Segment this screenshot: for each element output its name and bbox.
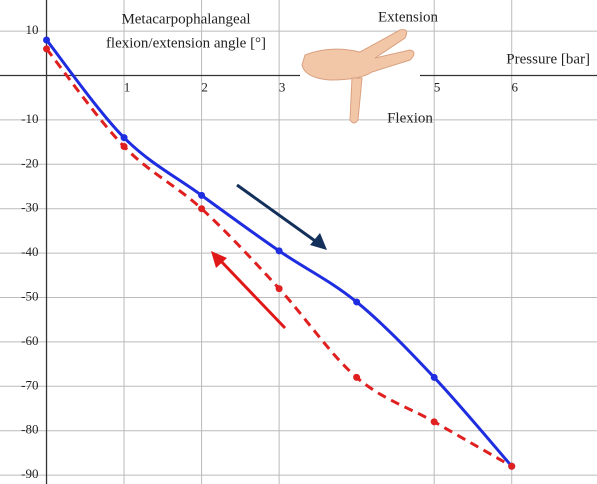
- title-line: Metacarpophalangeal: [121, 11, 250, 27]
- data-point: [353, 298, 361, 306]
- data-point: [275, 285, 283, 293]
- data-point: [508, 462, 516, 470]
- y-tick-label: -30: [21, 200, 38, 215]
- x-tick-label: 6: [511, 79, 518, 94]
- y-tick-label: -40: [21, 244, 38, 259]
- arrow-down: [236, 183, 327, 250]
- data-point: [275, 247, 283, 255]
- x-tick-label: 3: [279, 79, 286, 94]
- data-point: [120, 143, 128, 151]
- y-tick-label: -80: [21, 422, 38, 437]
- data-point: [43, 45, 51, 53]
- data-point: [120, 134, 128, 142]
- title-line: flexion/extension angle [°]: [106, 35, 266, 51]
- data-point: [198, 191, 206, 199]
- data-point: [43, 36, 51, 44]
- data-point: [198, 205, 206, 213]
- y-tick-label: 10: [26, 22, 39, 37]
- x-tick-label: 1: [124, 79, 131, 94]
- hand-illustration: [300, 29, 420, 124]
- x-tick-label: 5: [434, 79, 441, 94]
- y-tick-label: -20: [21, 155, 38, 170]
- x-axis-label: Pressure [bar]: [506, 51, 590, 67]
- data-point: [430, 373, 438, 381]
- data-point: [430, 418, 438, 426]
- y-tick-label: -60: [21, 333, 38, 348]
- x-tick-label: 2: [201, 79, 208, 94]
- arrow-up: [211, 251, 287, 330]
- annotation: Flexion: [387, 110, 433, 126]
- y-tick-label: -10: [21, 111, 38, 126]
- annotation: Extension: [378, 9, 438, 25]
- data-point: [353, 373, 361, 381]
- y-tick-label: -70: [21, 377, 38, 392]
- y-tick-label: -90: [21, 466, 38, 481]
- y-tick-label: -50: [21, 288, 38, 303]
